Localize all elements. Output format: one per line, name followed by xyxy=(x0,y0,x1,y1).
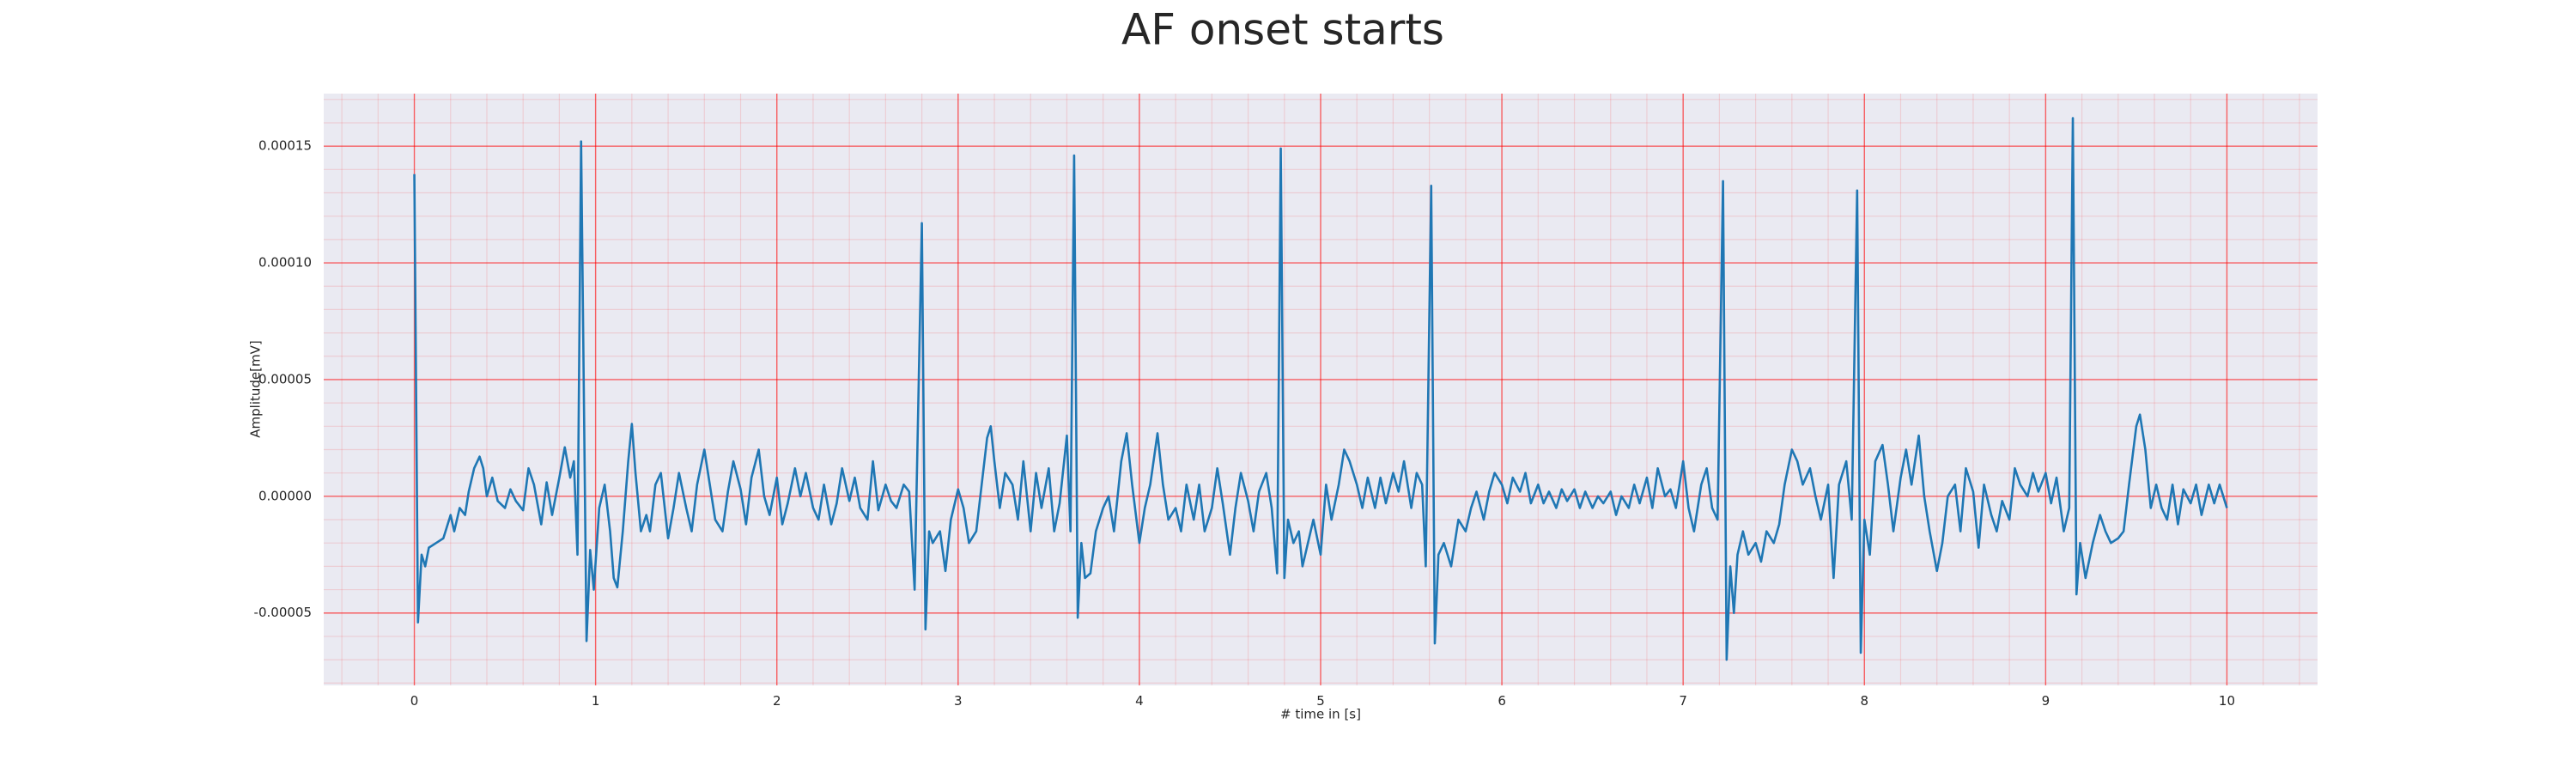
x-tick-label: 4 xyxy=(1135,693,1144,709)
x-tick-label: 3 xyxy=(954,693,963,709)
x-tick-label: 1 xyxy=(592,693,600,709)
x-axis-label: # time in [s] xyxy=(1280,707,1361,722)
chart-title: AF onset starts xyxy=(1121,5,1444,55)
x-tick-label: 5 xyxy=(1316,693,1325,709)
y-axis-label: Amplitude[mV] xyxy=(248,340,264,437)
x-tick-label: 8 xyxy=(1860,693,1868,709)
y-tick-label: 0.00000 xyxy=(258,488,312,503)
x-tick-label: 7 xyxy=(1679,693,1687,709)
x-tick-label: 9 xyxy=(2042,693,2050,709)
x-tick-label: 2 xyxy=(773,693,781,709)
signal-line xyxy=(413,117,2228,661)
grid xyxy=(324,94,2318,685)
y-tick-label: 0.00015 xyxy=(258,138,312,154)
y-tick-label: 0.00005 xyxy=(258,371,312,386)
y-tick-label: -0.00005 xyxy=(254,605,312,620)
x-tick-label: 0 xyxy=(410,693,419,709)
y-tick-label: 0.00010 xyxy=(258,255,312,271)
x-tick-label: 10 xyxy=(2219,693,2235,709)
x-tick-label: 6 xyxy=(1498,693,1506,709)
